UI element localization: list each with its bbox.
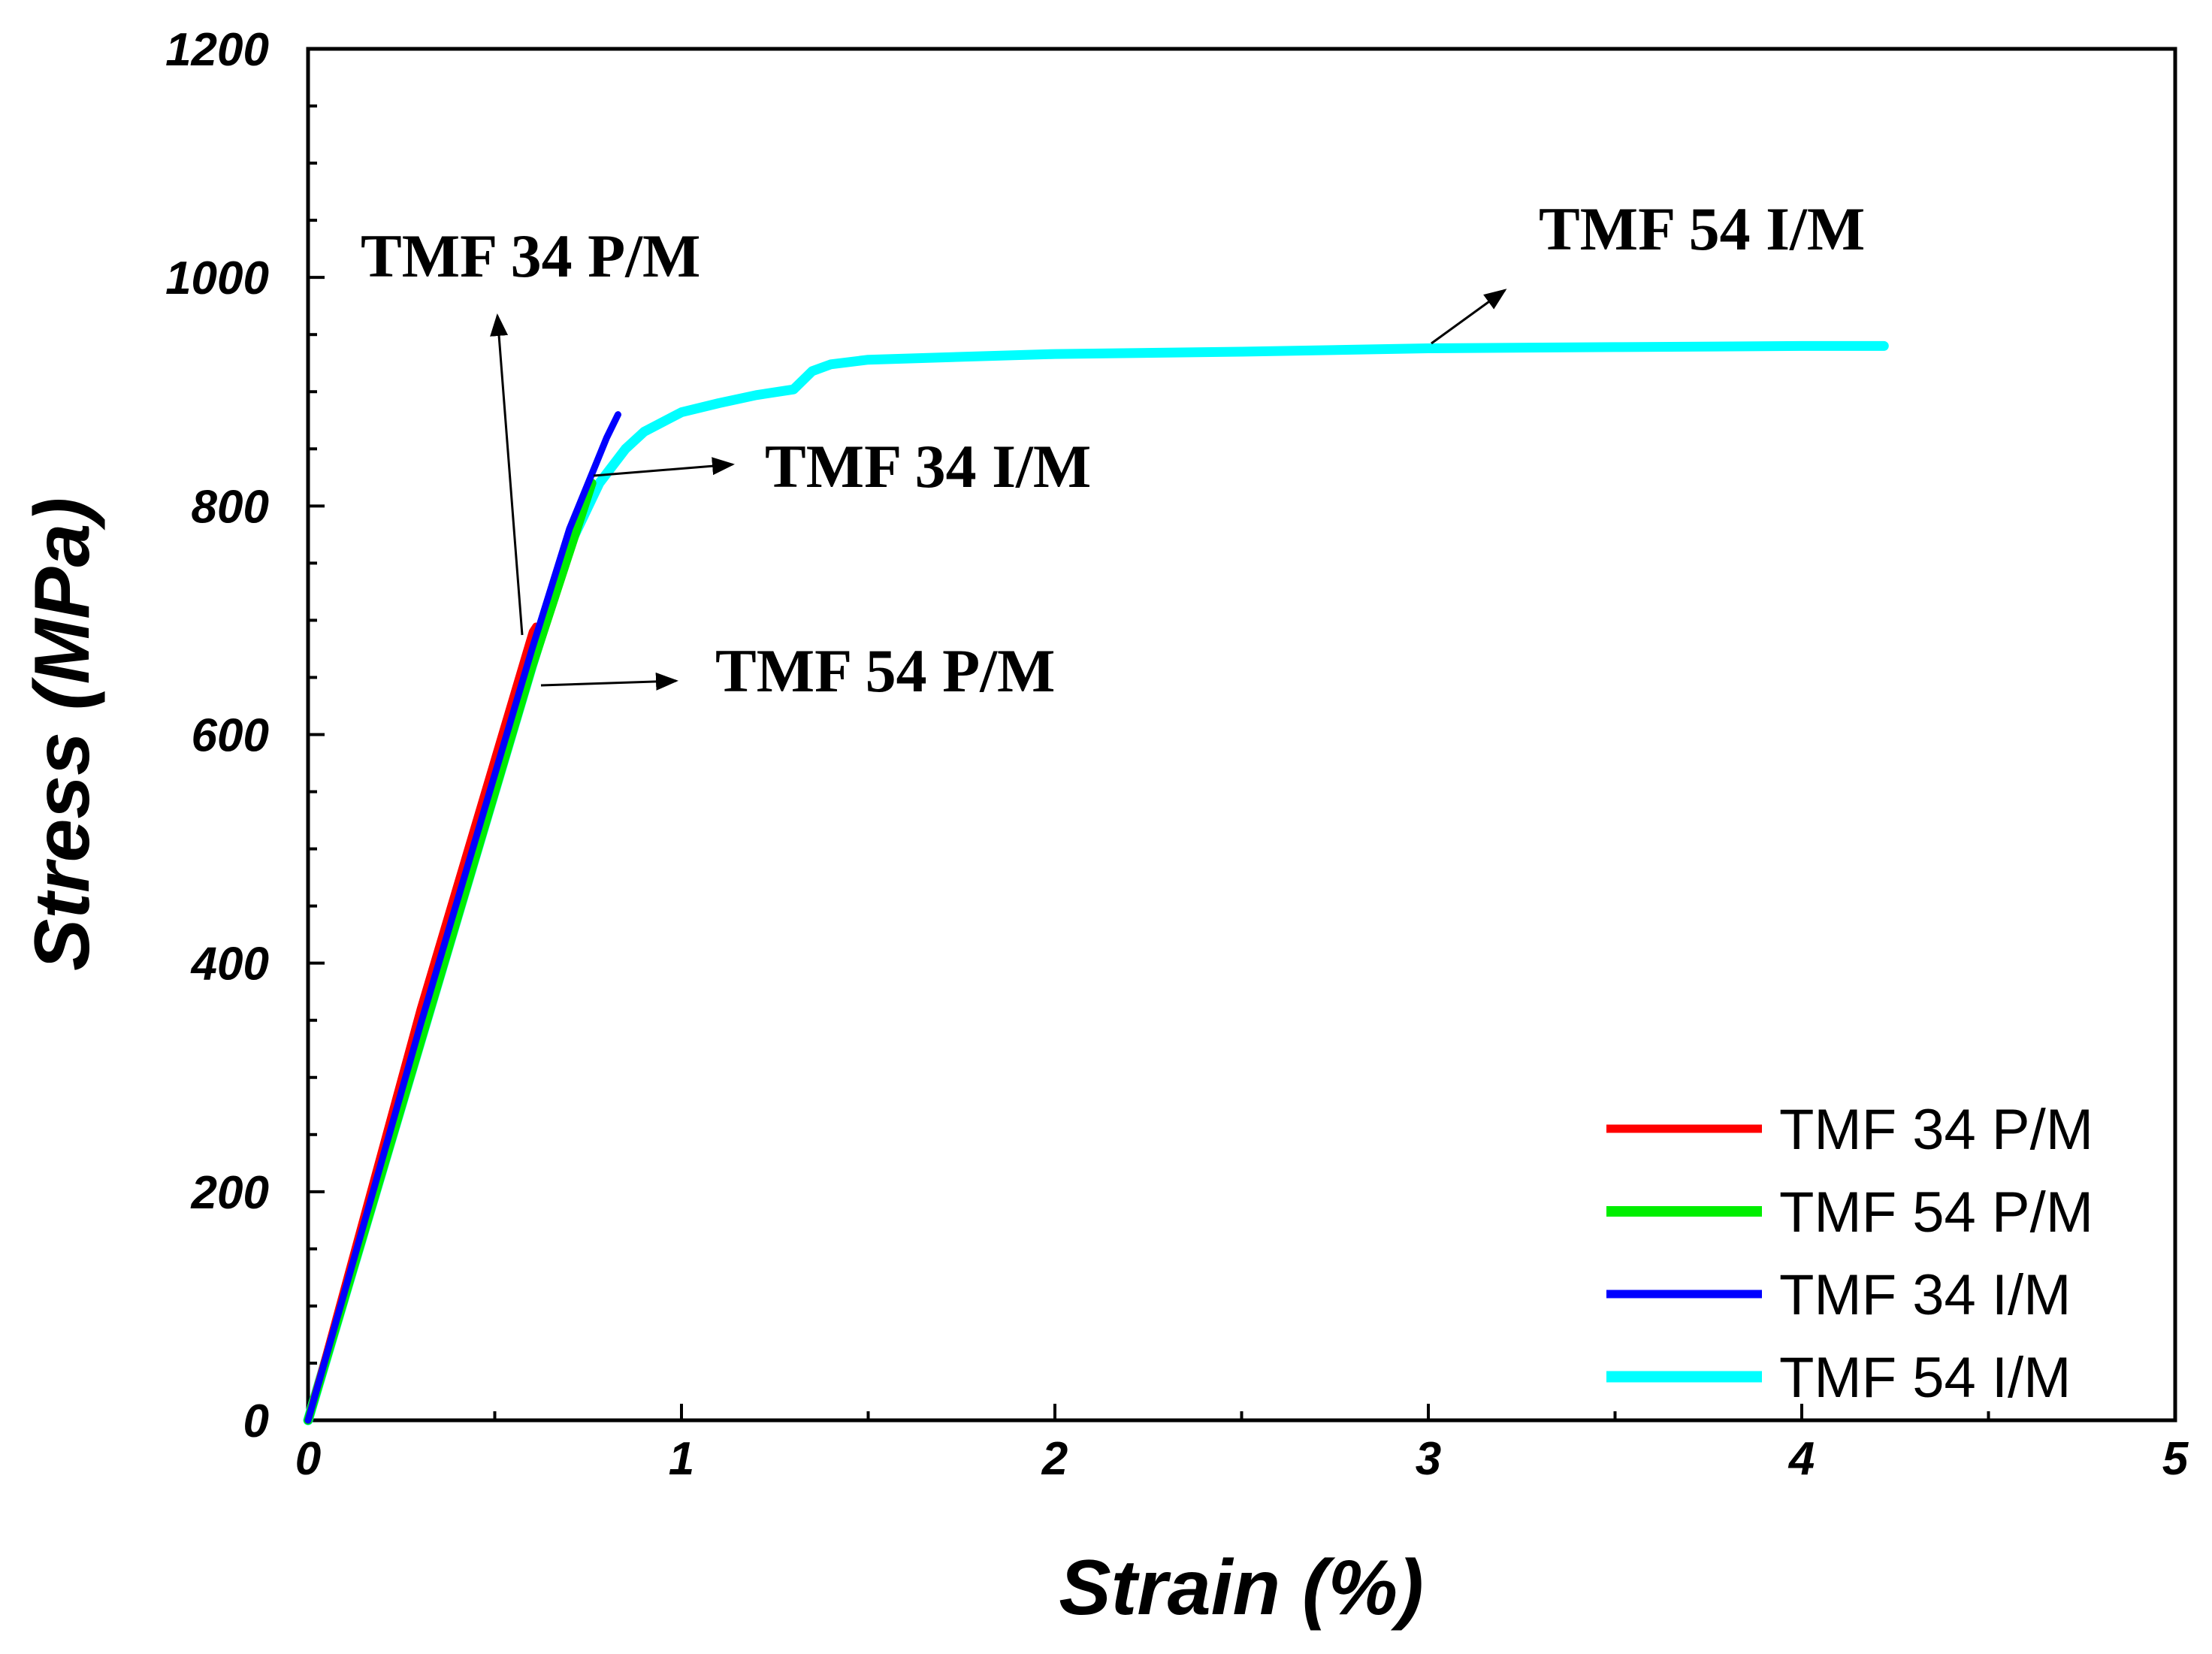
- y-tick-label: 1200: [165, 24, 269, 76]
- y-tick-label: 1000: [165, 252, 269, 304]
- annotation-arrow: [490, 313, 524, 636]
- series-line-tmf-54-i-m: [303, 340, 1889, 1426]
- x-axis-ticks: 0 1 2 3 4 5: [295, 1404, 2189, 1485]
- y-tick-label: 800: [192, 481, 269, 533]
- y-axis-ticks: 0 200 400 600 800 1000 1200: [165, 24, 325, 1447]
- annotation-arrow: [540, 672, 678, 691]
- y-tick-label: 0: [243, 1395, 269, 1447]
- annotation-layer: TMF 34 P/M TMF 34 I/M TMF 54 P/M TMF 54 I/M: [361, 195, 1865, 705]
- x-tick-label: 2: [1041, 1433, 1068, 1485]
- series-line-tmf-34-i-m: [304, 411, 621, 1424]
- legend-label: TMF 54 P/M: [1779, 1181, 2093, 1244]
- x-axis-title: Strain (%): [1059, 1544, 1423, 1631]
- x-tick-label: 1: [669, 1433, 694, 1485]
- series-layer: [303, 340, 1889, 1426]
- legend-label: TMF 34 I/M: [1779, 1263, 2071, 1327]
- legend-label: TMF 34 P/M: [1779, 1098, 2093, 1162]
- legend: TMF 34 P/M TMF 54 P/M TMF 34 I/M TMF 54 I/M: [1606, 1098, 2093, 1410]
- annotation-label: TMF 34 P/M: [361, 222, 700, 290]
- y-tick-label: 200: [191, 1167, 269, 1219]
- y-axis-title: Stress (MPa): [19, 497, 106, 971]
- y-tick-label: 600: [192, 710, 269, 762]
- x-tick-label: 3: [1416, 1433, 1441, 1485]
- annotation-label: TMF 34 I/M: [765, 432, 1091, 500]
- annotation-label: TMF 54 I/M: [1539, 195, 1865, 263]
- legend-label: TMF 54 I/M: [1779, 1346, 2071, 1410]
- y-tick-label: 400: [190, 939, 269, 990]
- x-tick-label: 4: [1787, 1433, 1815, 1485]
- x-tick-label: 5: [2162, 1433, 2189, 1485]
- x-tick-label: 0: [295, 1433, 321, 1485]
- annotation-label: TMF 54 P/M: [715, 637, 1055, 705]
- annotation-arrow: [593, 457, 735, 477]
- annotation-arrow: [1431, 289, 1507, 345]
